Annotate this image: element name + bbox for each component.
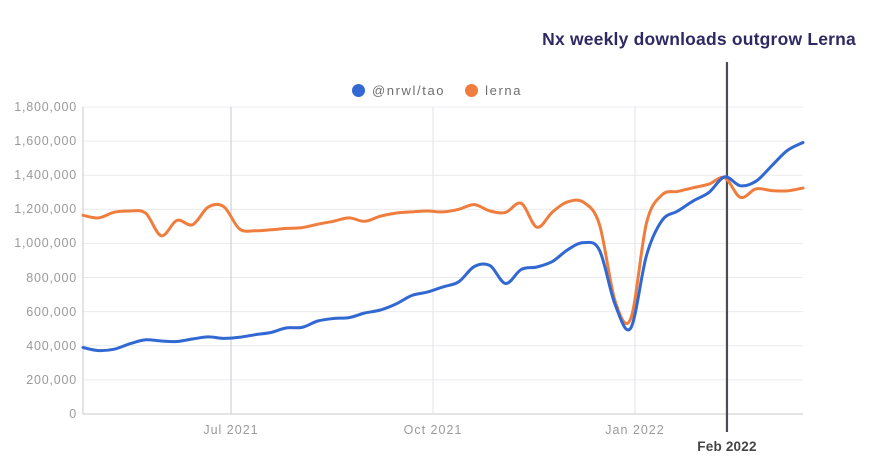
y-axis-tick-label: 1,000,000 [14, 236, 77, 251]
y-axis-tick-label: 1,200,000 [14, 202, 77, 217]
y-axis-tick-label: 600,000 [26, 304, 77, 319]
legend-item-lerna[interactable]: lerna [465, 83, 522, 98]
legend-item-nrwl-tao[interactable]: @nrwl/tao [352, 83, 445, 98]
x-axis-tick-label-oct-2021: Oct 2021 [403, 423, 463, 437]
series-dot-orange-icon [465, 83, 479, 97]
legend-label-nrwl-tao: @nrwl/tao [372, 82, 446, 98]
y-axis-tick-label: 400,000 [26, 338, 77, 353]
y-axis-tick-label: 0 [69, 407, 77, 421]
y-axis-tick-label: 800,000 [26, 270, 77, 285]
chart-legend: @nrwl/tao lerna [352, 81, 522, 99]
series-line--nrwl-tao [81, 141, 805, 353]
x-axis-tick-label-jan-2022: Jan 2022 [605, 423, 665, 437]
chart-title: Nx weekly downloads outgrow Lerna [542, 29, 856, 49]
series-line-lerna [81, 175, 805, 326]
legend-label-lerna: lerna [485, 82, 523, 98]
y-axis-tick-label: 1,800,000 [14, 100, 77, 114]
x-axis-tick-label-jul-2021: Jul 2021 [203, 423, 259, 437]
y-axis-tick-label: 1,400,000 [14, 168, 77, 183]
annotation-label-feb-2022: Feb 2022 [697, 439, 757, 454]
y-axis-tick-label: 200,000 [26, 372, 77, 387]
series-dot-blue-icon [352, 83, 365, 97]
y-axis-tick-label: 1,600,000 [14, 134, 77, 149]
